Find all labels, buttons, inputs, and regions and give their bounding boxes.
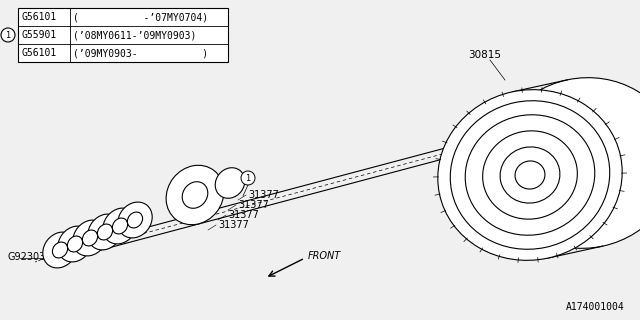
Ellipse shape [73, 220, 107, 256]
Text: A174001004: A174001004 [566, 302, 625, 312]
Text: 1: 1 [5, 30, 11, 39]
Text: 31377: 31377 [218, 220, 249, 230]
Ellipse shape [182, 182, 208, 208]
Ellipse shape [118, 202, 152, 238]
Ellipse shape [465, 115, 595, 235]
Ellipse shape [67, 236, 83, 252]
Ellipse shape [58, 226, 92, 262]
Text: 31377: 31377 [228, 210, 259, 220]
Ellipse shape [103, 208, 137, 244]
Text: 31377: 31377 [248, 190, 279, 200]
Ellipse shape [43, 232, 77, 268]
Ellipse shape [113, 218, 127, 234]
Text: 1: 1 [245, 173, 251, 182]
Circle shape [241, 171, 255, 185]
Bar [18, 8, 228, 62]
Ellipse shape [515, 161, 545, 189]
Text: G56101: G56101 [21, 12, 56, 22]
Text: (           -’07MY0704): ( -’07MY0704) [73, 12, 208, 22]
Ellipse shape [483, 131, 577, 219]
Ellipse shape [88, 214, 122, 250]
Ellipse shape [127, 212, 143, 228]
Circle shape [1, 28, 15, 42]
Ellipse shape [451, 101, 610, 249]
Ellipse shape [52, 242, 68, 258]
Ellipse shape [215, 168, 244, 198]
Text: (’09MY0903-           ): (’09MY0903- ) [73, 48, 208, 58]
Text: G92303: G92303 [8, 252, 46, 262]
Ellipse shape [493, 78, 640, 248]
Text: G55901: G55901 [21, 30, 56, 40]
Text: G56101: G56101 [21, 48, 56, 58]
Ellipse shape [438, 90, 622, 260]
Ellipse shape [500, 147, 560, 203]
Text: 30815: 30815 [468, 50, 501, 60]
Ellipse shape [83, 230, 98, 246]
Ellipse shape [166, 165, 224, 225]
Text: FRONT: FRONT [308, 251, 341, 261]
Text: (’08MY0611-’09MY0903): (’08MY0611-’09MY0903) [73, 30, 196, 40]
Ellipse shape [97, 224, 113, 240]
Text: 31377: 31377 [238, 200, 269, 210]
